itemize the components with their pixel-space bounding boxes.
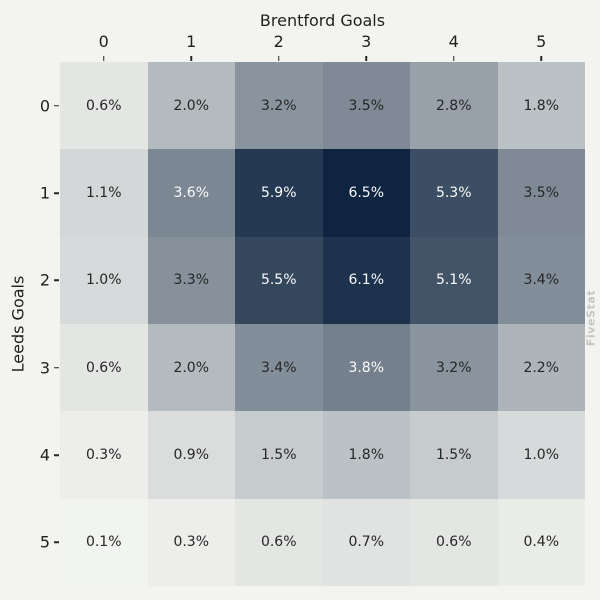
watermark-text: FiveStat [584,289,598,347]
heatmap-cell: 3.8% [322,324,410,412]
x-axis-ticks: 0 1 2 3 4 5 [60,0,585,62]
y-tick-label: 4 [39,445,50,465]
y-tick-label: 2 [39,270,50,290]
heatmap-cell: 5.1% [410,236,498,324]
heatmap-cell: 5.5% [235,236,323,324]
x-tick-label: 4 [448,32,459,51]
x-tick-label: 3 [361,32,372,51]
heatmap-cell: 2.2% [497,324,585,412]
heatmap-cell: 0.3% [60,411,148,499]
y-axis-ticks: 0 1 2 3 4 5 [0,62,59,586]
x-tick-mark [540,56,542,61]
y-tick-label: 5 [39,532,50,552]
heatmap-cell: 5.3% [410,149,498,237]
x-tick-mark [453,56,455,61]
heatmap-cell: 3.6% [147,149,235,237]
y-tick-mark [54,454,59,456]
heatmap-cell: 1.8% [322,411,410,499]
x-tick-mark [103,56,105,61]
heatmap-cell: 3.2% [235,62,323,150]
heatmap-cell: 1.5% [235,411,323,499]
heatmap-cell: 0.6% [60,62,148,150]
heatmap-cell: 2.0% [147,62,235,150]
heatmap-cell: 6.1% [322,236,410,324]
heatmap-cell: 3.5% [497,149,585,237]
heatmap-cell: 1.0% [497,411,585,499]
heatmap-cell: 1.8% [497,62,585,150]
heatmap-cell: 5.9% [235,149,323,237]
heatmap-cell: 0.7% [322,498,410,586]
heatmap-cell: 3.4% [235,324,323,412]
heatmap-grid: 0.6% 2.0% 3.2% 3.5% 2.8% 1.8% 1.1% 3.6% 5.9% 6.5%… [60,62,585,586]
heatmap-cell: 0.1% [60,498,148,586]
y-tick-mark [54,104,59,107]
heatmap-cell: 1.0% [60,236,148,324]
heatmap-cell: 3.2% [410,324,498,412]
y-axis-title: Leeds Goals [8,275,28,373]
x-tick-mark [278,56,280,61]
y-tick-mark [54,192,59,194]
heatmap-cell: 3.3% [147,236,235,324]
y-tick-label: 1 [39,183,50,203]
x-tick-label: 0 [98,32,109,51]
heatmap-cell: 0.3% [147,498,235,586]
heatmap-cell: 1.5% [410,411,498,499]
heatmap-cell: 2.0% [147,324,235,412]
y-tick-mark [54,366,59,369]
heatmap-cell: 6.5% [322,149,410,237]
x-tick-label: 1 [186,32,197,51]
heatmap-cell: 0.6% [60,324,148,412]
x-tick-label: 5 [536,32,547,51]
heatmap-cell: 3.5% [322,62,410,150]
y-tick-mark [54,279,59,282]
y-tick-label: 3 [39,358,50,378]
heatmap-cell: 0.6% [410,498,498,586]
x-tick-label: 2 [273,32,284,51]
y-tick-label: 0 [39,96,50,116]
heatmap-cell: 2.8% [410,62,498,150]
x-tick-mark [365,56,367,61]
heatmap-cell: 0.6% [235,498,323,586]
x-axis-title: Brentford Goals [259,11,386,30]
y-tick-mark [54,541,59,544]
heatmap-cell: 1.1% [60,149,148,237]
heatmap-cell: 0.4% [497,498,585,586]
heatmap-cell: 0.9% [147,411,235,499]
heatmap-cell: 3.4% [497,236,585,324]
x-tick-mark [190,56,192,61]
